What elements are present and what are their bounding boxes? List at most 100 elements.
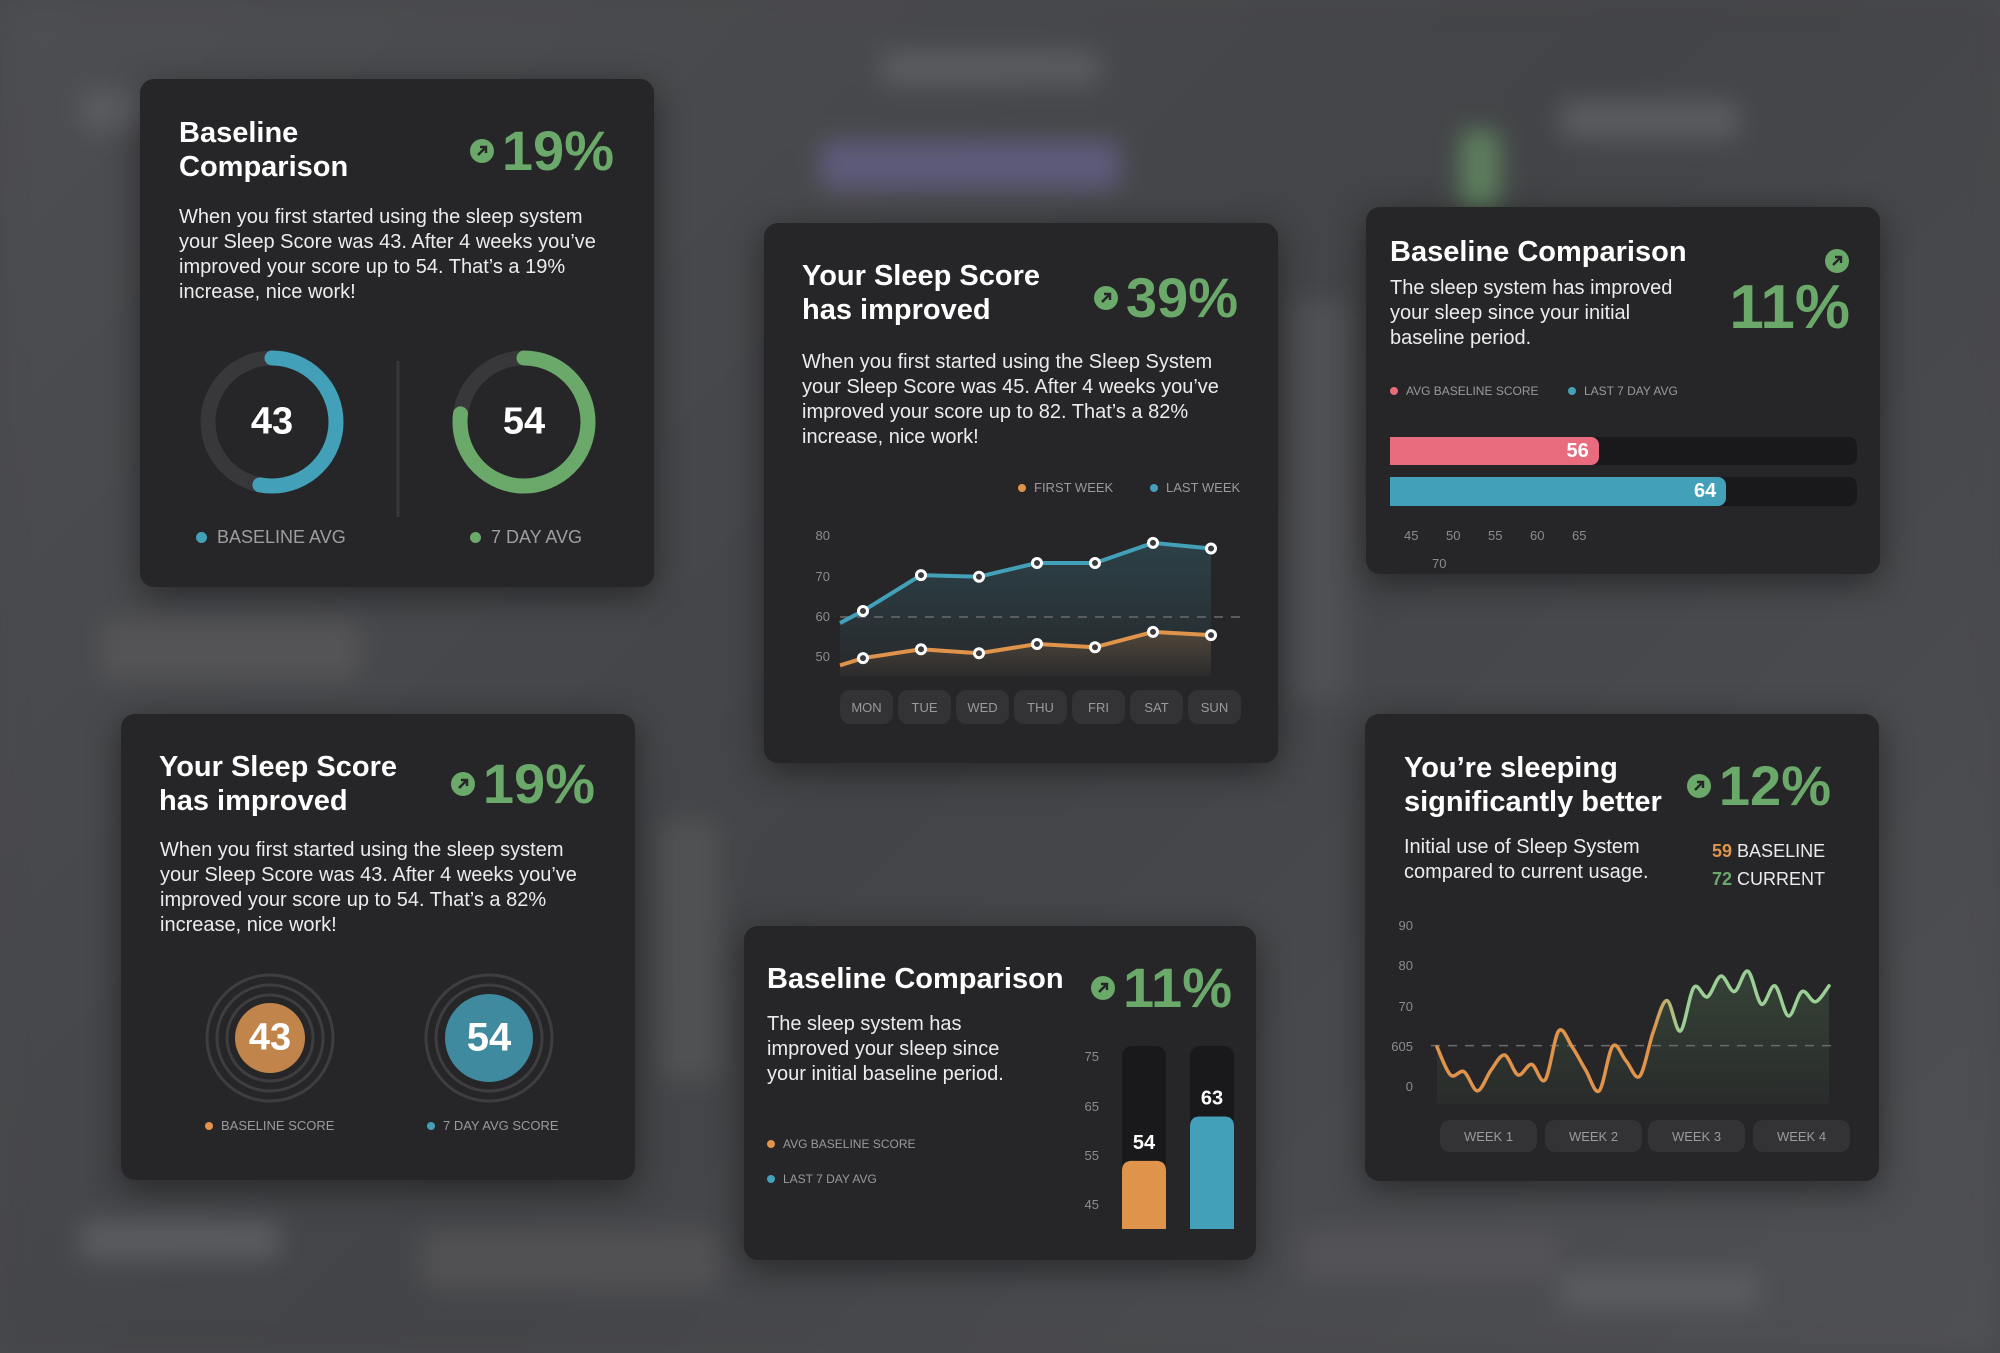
data-point (857, 652, 869, 665)
arrow-up-right-icon (1091, 976, 1115, 1000)
title-line: significantly better (1404, 786, 1662, 818)
improvement-percent: 12% (1686, 754, 1831, 817)
baseline-ring-fill (200, 350, 344, 494)
y-tick: 50 (815, 649, 830, 665)
stat-label: CURRENT (1737, 869, 1826, 889)
day-pill-sun: SUN (1188, 690, 1241, 724)
title-line: You’re sleeping (1404, 752, 1618, 784)
background-blob (880, 50, 1100, 86)
arrow-up-right-icon (1825, 249, 1849, 273)
background-blob (1560, 100, 1740, 140)
legend-label: AVG BASELINE SCORE (1406, 384, 1539, 398)
y-tick: 55 (1084, 1148, 1099, 1163)
ring (434, 983, 544, 1093)
legend-7day: 7 DAY AVG (470, 527, 582, 548)
title-line: Your Sleep Score (802, 260, 1040, 292)
legend-avg-baseline: AVG BASELINE SCORE (1390, 384, 1539, 398)
line-last-week (839, 540, 1212, 625)
legend-7day-score: 7 DAY AVG SCORE (427, 1118, 559, 1133)
card-title: Baseline Comparison (179, 116, 348, 184)
score-stats: 59 BASELINE 72 CURRENT (1712, 837, 1825, 893)
ring (424, 973, 554, 1103)
day-pill-wed: WED (956, 690, 1009, 724)
ring-gauges (200, 350, 596, 517)
y-tick: 70 (1398, 999, 1413, 1014)
legend-last-week: LAST WEEK (1150, 480, 1240, 495)
seven-day-score: 54 (502, 400, 546, 443)
legend-label: 7 DAY AVG (491, 527, 583, 547)
background-blob (1300, 1230, 1560, 1280)
percent-value: 11% (1123, 956, 1232, 1019)
percent-value: 19% (482, 752, 595, 815)
legend-dot (470, 532, 481, 543)
baseline-comparison-ring-card: Baseline Comparison 19% When you first s… (140, 79, 654, 587)
data-point (1031, 638, 1043, 651)
data-point (973, 647, 985, 660)
background-blob (80, 1220, 280, 1260)
legend-label: BASELINE AVG (217, 527, 346, 547)
legend-dot (767, 1175, 775, 1183)
week-pill-1: WEEK 1 (1440, 1120, 1537, 1152)
ring (215, 983, 325, 1093)
arrow-up-right-icon (450, 772, 475, 796)
bar-last-7-day-avg (1190, 1116, 1234, 1229)
background-blob (820, 140, 1120, 190)
legend-label: LAST WEEK (1166, 480, 1241, 495)
x-tick: 60 (1530, 528, 1545, 543)
bar-value-label: 56 (1566, 439, 1589, 462)
card-description: Initial use of Sleep System compared to … (1404, 836, 1649, 883)
day-pill-tue: TUE (898, 690, 951, 724)
legend-dot (196, 532, 207, 543)
background-blob (1460, 130, 1500, 210)
data-point (1089, 556, 1101, 569)
title-line: Comparison (179, 151, 349, 183)
arrow-up-right-icon (1686, 774, 1711, 798)
legend-label: BASELINE SCORE (221, 1118, 335, 1133)
legend-dot (205, 1121, 213, 1130)
title-line: has improved (159, 785, 348, 817)
background-blob (660, 820, 720, 1080)
legend-avg-baseline: AVG BASELINE SCORE (767, 1137, 916, 1151)
trend-line (1435, 969, 1831, 1094)
card-description: When you first started using the Sleep S… (802, 351, 1219, 448)
seven-day-circle (445, 994, 533, 1082)
bar-value-label: 63 (1201, 1088, 1223, 1110)
data-point (915, 643, 927, 656)
bar-value-label: 64 (1693, 480, 1717, 502)
x-tick: 55 (1488, 528, 1503, 543)
legend-dot (1390, 387, 1398, 395)
card-description: When you first started using the sleep s… (179, 206, 596, 303)
sleep-score-line-chart-card: Your Sleep Score has improved 39% When y… (764, 223, 1278, 763)
data-point (1205, 542, 1217, 555)
legend-dot (427, 1121, 435, 1130)
day-pill-mon: MON (840, 690, 893, 724)
card-description: The sleep system has improved your sleep… (1390, 277, 1673, 349)
card-description: The sleep system has improved your sleep… (767, 1013, 1004, 1085)
legend-dot (767, 1140, 775, 1148)
week-pill-2: WEEK 2 (1545, 1120, 1642, 1152)
title-line: Your Sleep Score (159, 751, 397, 783)
ring (225, 993, 315, 1083)
y-tick: 70 (815, 568, 830, 584)
stat-label: BASELINE (1737, 841, 1826, 861)
legend-first-week: FIRST WEEK (1018, 480, 1113, 495)
y-tick: 0 (1405, 1079, 1413, 1094)
data-point (1147, 625, 1159, 638)
card-title: You’re sleeping significantly better (1404, 751, 1662, 819)
background-blob (100, 620, 360, 680)
data-point (1205, 629, 1217, 642)
stat-value: 72 (1712, 869, 1733, 889)
title-line: has improved (802, 294, 991, 326)
percent-value: 11% (1729, 273, 1850, 342)
sleep-score-circles-card: Your Sleep Score has improved 19% When y… (121, 714, 635, 1180)
baseline-comparison-hbar-card: Baseline Comparison The sleep system has… (1366, 207, 1880, 574)
seven-day-ring-fill (452, 350, 596, 494)
line-first-week (839, 629, 1212, 668)
card-title: Your Sleep Score has improved (159, 750, 397, 818)
y-tick: 45 (1084, 1197, 1099, 1213)
data-point (1089, 641, 1101, 654)
percent-value: 12% (1718, 754, 1831, 817)
background-blob (1560, 1270, 1760, 1310)
day-pill-fri: FRI (1072, 690, 1125, 724)
data-point (1031, 556, 1043, 569)
